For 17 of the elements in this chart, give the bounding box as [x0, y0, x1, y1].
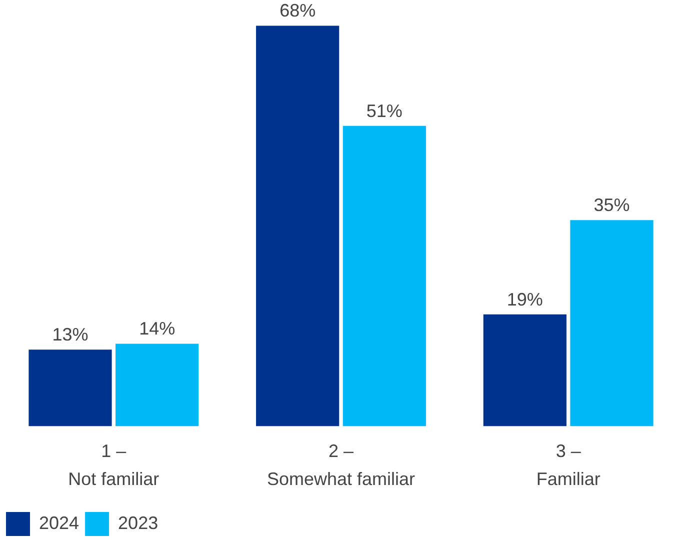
- data-label: 35%: [594, 195, 630, 216]
- x-tick-label: 2 – Somewhat familiar: [266, 441, 416, 490]
- data-label: 14%: [139, 318, 176, 339]
- data-label: 13%: [52, 324, 88, 345]
- data-label: 19%: [506, 289, 543, 310]
- bar: [116, 344, 199, 426]
- data-label: 51%: [366, 100, 402, 121]
- legend-label: 2024: [39, 512, 80, 533]
- bar: [570, 220, 654, 426]
- x-tick-label: 1 – Not familiar: [68, 441, 160, 490]
- bar: [28, 350, 112, 426]
- data-label: 68%: [280, 0, 316, 21]
- x-tick-label: 3 – Familiar: [536, 441, 600, 490]
- legend-label: 2023: [118, 512, 158, 533]
- bar: [483, 314, 566, 426]
- bar: [342, 126, 426, 426]
- bar: [256, 26, 340, 426]
